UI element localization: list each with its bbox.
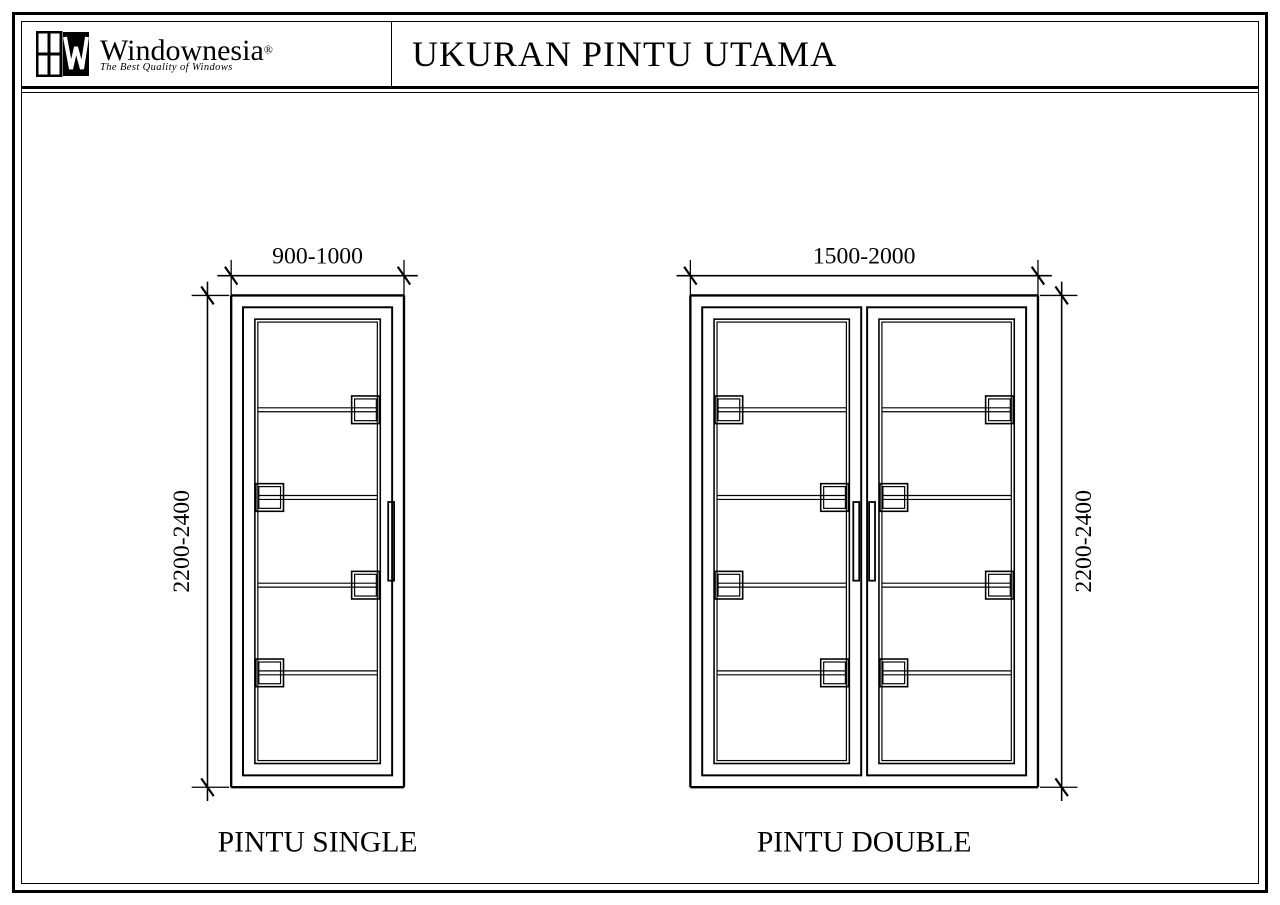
drawing-title: UKURAN PINTU UTAMA	[412, 33, 837, 75]
svg-text:2200-2400: 2200-2400	[1071, 490, 1097, 593]
title-block: Windownesia® The Best Quality of Windows…	[22, 22, 1258, 89]
logo-cell: Windownesia® The Best Quality of Windows	[22, 22, 392, 86]
brand-tagline: The Best Quality of Windows	[100, 62, 273, 73]
brand-registered: ®	[264, 42, 273, 56]
svg-text:PINTU SINGLE: PINTU SINGLE	[218, 826, 418, 858]
outer-border: Windownesia® The Best Quality of Windows…	[12, 12, 1268, 893]
drawing-canvas: 900-1000 2200-2400 PINTU SINGLE 1500-2000 22…	[22, 93, 1258, 883]
drawing-body: 900-1000 2200-2400 PINTU SINGLE 1500-2000 22…	[22, 92, 1258, 883]
title-cell: UKURAN PINTU UTAMA	[392, 22, 1258, 86]
svg-text:900-1000: 900-1000	[272, 243, 363, 269]
logo-icon	[36, 31, 90, 77]
brand-text: Windownesia® The Best Quality of Windows	[100, 35, 273, 74]
drawing-sheet: Windownesia® The Best Quality of Windows…	[0, 0, 1280, 905]
svg-text:1500-2000: 1500-2000	[813, 243, 916, 269]
svg-text:2200-2400: 2200-2400	[169, 490, 195, 593]
inner-border: Windownesia® The Best Quality of Windows…	[21, 21, 1259, 884]
svg-text:PINTU DOUBLE: PINTU DOUBLE	[757, 826, 972, 858]
